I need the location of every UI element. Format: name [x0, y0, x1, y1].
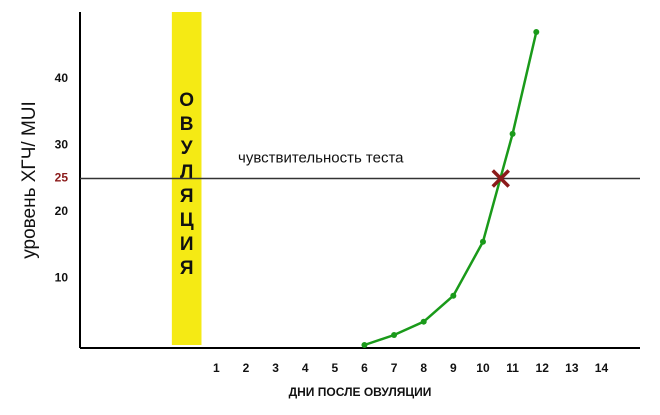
threshold-cross — [491, 169, 510, 188]
x-tick-label: 13 — [565, 361, 579, 375]
x-tick-label: 12 — [536, 361, 550, 375]
data-point — [420, 318, 427, 325]
x-tick-label: 11 — [506, 361, 519, 375]
y-tick-label: 20 — [55, 204, 69, 218]
cross-stroke — [491, 169, 510, 188]
x-tick-label: 4 — [302, 361, 309, 375]
data-point — [509, 130, 516, 137]
x-tick-label: 7 — [391, 361, 398, 375]
x-tick-label: 14 — [595, 361, 609, 375]
data-point — [479, 238, 486, 245]
data-point — [391, 332, 398, 339]
x-tick-label: 1 — [213, 361, 220, 375]
band-label: ОВУЛЯЦИЯ — [176, 90, 197, 282]
x-tick-label: 6 — [361, 361, 368, 375]
x-tick-label: 2 — [243, 361, 250, 375]
x-tick-label: 9 — [450, 361, 457, 375]
threshold-label: чувствительность теста — [238, 149, 404, 166]
x-tick-label: 10 — [476, 361, 490, 375]
data-point — [361, 342, 368, 348]
data-point — [533, 28, 540, 35]
x-tick-label: 5 — [331, 361, 338, 375]
y-tick-label: 25 — [55, 171, 69, 185]
y-tick-label: 30 — [55, 137, 69, 151]
data-point — [450, 292, 457, 299]
y-tick-label: 40 — [55, 71, 69, 85]
x-tick-label: 3 — [272, 361, 279, 375]
y-axis-label: уровень ХГЧ/ MUI — [19, 101, 40, 259]
data-line — [364, 31, 538, 347]
x-tick-label: 8 — [420, 361, 427, 375]
y-tick-label: 10 — [55, 271, 69, 285]
x-axis-label: ДНИ ПОСЛЕ ОВУЛЯЦИИ — [289, 385, 432, 399]
